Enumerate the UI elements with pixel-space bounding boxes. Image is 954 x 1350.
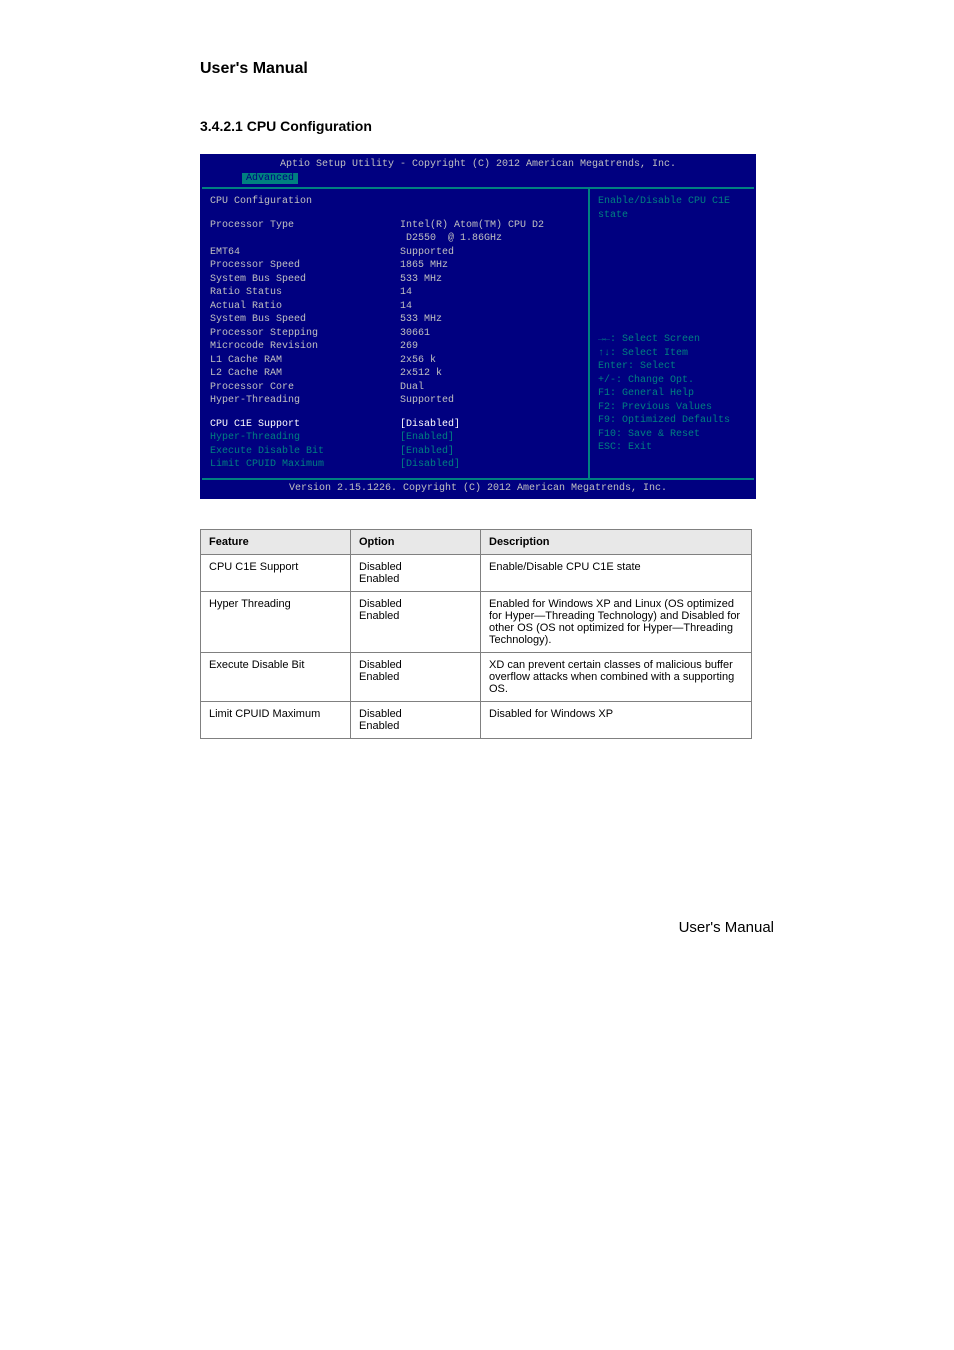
info-label: Processor Core	[210, 381, 400, 395]
info-label: System Bus Speed	[210, 313, 400, 327]
bios-top-bar: Aptio Setup Utility - Copyright (C) 2012…	[202, 156, 754, 172]
table-cell: Limit CPUID Maximum	[201, 702, 351, 739]
nav-hint: F1: General Help	[598, 387, 746, 401]
setting-label: Hyper-Threading	[210, 431, 400, 445]
nav-hint: Enter: Select	[598, 360, 746, 374]
info-value: 2x56 k	[400, 354, 580, 368]
setting-row[interactable]: Execute Disable Bit[Enabled]	[210, 445, 580, 459]
info-value: 30661	[400, 327, 580, 341]
bios-body: CPU Configuration Processor TypeIntel(R)…	[202, 187, 754, 480]
info-label	[210, 232, 400, 246]
info-row: L1 Cache RAM2x56 k	[210, 354, 580, 368]
info-row: Processor CoreDual	[210, 381, 580, 395]
info-value: Dual	[400, 381, 580, 395]
info-row: System Bus Speed533 MHz	[210, 313, 580, 327]
bios-tab-bar: Advanced	[202, 172, 754, 188]
info-value: 14	[400, 300, 580, 314]
info-row: Processor Stepping30661	[210, 327, 580, 341]
table-row: Execute Disable BitDisabled EnabledXD ca…	[201, 653, 752, 702]
info-value: Supported	[400, 394, 580, 408]
table-row: CPU C1E SupportDisabled EnabledEnable/Di…	[201, 555, 752, 592]
bios-nav-hints: →←: Select Screen↑↓: Select ItemEnter: S…	[598, 333, 746, 455]
setting-label: Limit CPUID Maximum	[210, 458, 400, 472]
info-value: 2x512 k	[400, 367, 580, 381]
table-cell: Enabled for Windows XP and Linux (OS opt…	[481, 592, 752, 653]
bios-right-pane: Enable/Disable CPU C1E state →←: Select …	[590, 189, 754, 478]
info-row: Microcode Revision269	[210, 340, 580, 354]
bios-screen: Aptio Setup Utility - Copyright (C) 2012…	[200, 154, 756, 499]
bios-left-pane: CPU Configuration Processor TypeIntel(R)…	[202, 189, 590, 478]
info-label: System Bus Speed	[210, 273, 400, 287]
nav-hint: +/-: Change Opt.	[598, 374, 746, 388]
info-label: L2 Cache RAM	[210, 367, 400, 381]
info-label: EMT64	[210, 246, 400, 260]
info-row: Ratio Status14	[210, 286, 580, 300]
setting-value: [Disabled]	[400, 458, 580, 472]
info-label: Processor Stepping	[210, 327, 400, 341]
info-value: 14	[400, 286, 580, 300]
nav-hint: F10: Save & Reset	[598, 428, 746, 442]
setting-row[interactable]: CPU C1E Support[Disabled]	[210, 418, 580, 432]
info-value: D2550 @ 1.86GHz	[400, 232, 580, 246]
info-value: Supported	[400, 246, 580, 260]
footer-right: User's Manual	[0, 739, 954, 976]
options-table: FeatureOptionDescription CPU C1E Support…	[200, 529, 752, 739]
setting-value: [Enabled]	[400, 445, 580, 459]
info-row: D2550 @ 1.86GHz	[210, 232, 580, 246]
nav-hint: →←: Select Screen	[598, 333, 746, 347]
nav-hint: F2: Previous Values	[598, 401, 746, 415]
page-header-title: User's Manual	[0, 0, 954, 78]
setting-label: CPU C1E Support	[210, 418, 400, 432]
tab-advanced[interactable]: Advanced	[242, 173, 298, 184]
table-cell: Disabled Enabled	[351, 592, 481, 653]
setting-value: [Disabled]	[400, 418, 580, 432]
info-label: Hyper-Threading	[210, 394, 400, 408]
table-cell: Enable/Disable CPU C1E state	[481, 555, 752, 592]
info-row: EMT64Supported	[210, 246, 580, 260]
section-heading: 3.4.2.1 CPU Configuration	[0, 78, 954, 144]
info-label: Processor Speed	[210, 259, 400, 273]
info-row: Processor Speed1865 MHz	[210, 259, 580, 273]
nav-hint: F9: Optimized Defaults	[598, 414, 746, 428]
table-row: Hyper ThreadingDisabled EnabledEnabled f…	[201, 592, 752, 653]
table-cell: Disabled for Windows XP	[481, 702, 752, 739]
info-label: Actual Ratio	[210, 300, 400, 314]
setting-row[interactable]: Limit CPUID Maximum[Disabled]	[210, 458, 580, 472]
bios-help-text: Enable/Disable CPU C1E state	[598, 195, 746, 305]
info-value: 533 MHz	[400, 313, 580, 327]
info-value: 533 MHz	[400, 273, 580, 287]
info-row: Hyper-ThreadingSupported	[210, 394, 580, 408]
table-row: Limit CPUID MaximumDisabled EnabledDisab…	[201, 702, 752, 739]
info-value: 269	[400, 340, 580, 354]
info-label: Ratio Status	[210, 286, 400, 300]
info-row: L2 Cache RAM2x512 k	[210, 367, 580, 381]
setting-label: Execute Disable Bit	[210, 445, 400, 459]
info-row: Actual Ratio14	[210, 300, 580, 314]
table-cell: Disabled Enabled	[351, 702, 481, 739]
nav-hint: ↑↓: Select Item	[598, 347, 746, 361]
info-row: System Bus Speed533 MHz	[210, 273, 580, 287]
table-header: Feature	[201, 530, 351, 555]
nav-hint: ESC: Exit	[598, 441, 746, 455]
table-cell: Disabled Enabled	[351, 555, 481, 592]
cpu-config-title: CPU Configuration	[210, 195, 400, 209]
table-cell: XD can prevent certain classes of malici…	[481, 653, 752, 702]
table-cell: Disabled Enabled	[351, 653, 481, 702]
info-label: L1 Cache RAM	[210, 354, 400, 368]
info-value: Intel(R) Atom(TM) CPU D2	[400, 219, 580, 233]
bios-bottom-bar: Version 2.15.1226. Copyright (C) 2012 Am…	[202, 480, 754, 498]
info-value: 1865 MHz	[400, 259, 580, 273]
info-label: Microcode Revision	[210, 340, 400, 354]
table-header: Description	[481, 530, 752, 555]
info-row: Processor TypeIntel(R) Atom(TM) CPU D2	[210, 219, 580, 233]
info-label: Processor Type	[210, 219, 400, 233]
table-cell: Execute Disable Bit	[201, 653, 351, 702]
setting-value: [Enabled]	[400, 431, 580, 445]
table-header: Option	[351, 530, 481, 555]
table-cell: Hyper Threading	[201, 592, 351, 653]
table-cell: CPU C1E Support	[201, 555, 351, 592]
setting-row[interactable]: Hyper-Threading[Enabled]	[210, 431, 580, 445]
